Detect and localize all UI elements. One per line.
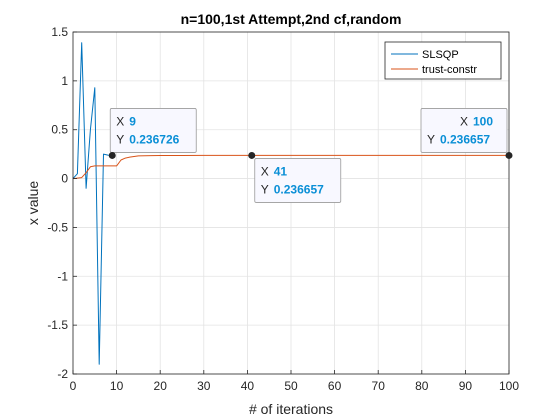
- x-tick-label: 60: [328, 379, 342, 393]
- y-tick-label: 0.5: [51, 123, 68, 137]
- x-axis-label: # of iterations: [249, 401, 333, 417]
- x-tick-label: 90: [459, 379, 473, 393]
- series-line-slsqp: [72, 42, 113, 365]
- legend-label-trust-constr: trust-constr: [422, 64, 477, 76]
- x-tick-label: 20: [154, 379, 168, 393]
- x-tick-label: 100: [499, 379, 519, 393]
- y-tick-label: -1.5: [47, 318, 68, 332]
- datatip[interactable]: X 41 Y 0.236657: [248, 151, 342, 203]
- y-tick-label: -1: [57, 269, 68, 283]
- datatip-y-value: 0.236726: [129, 132, 179, 146]
- datatip-y-value: 0.236657: [274, 182, 324, 196]
- datatip-y-value: 0.236657: [440, 132, 490, 146]
- legend-box: [384, 41, 502, 80]
- y-tick-label: -2: [57, 367, 68, 381]
- datatip-marker[interactable]: [505, 151, 513, 159]
- x-tick-label: 30: [197, 379, 211, 393]
- y-tick-label: 1.5: [51, 25, 68, 39]
- x-tick-label: 40: [241, 379, 255, 393]
- datatip-x-value: 41: [274, 164, 288, 178]
- datatip-x-label: X: [116, 114, 124, 128]
- x-tick-label: 80: [415, 379, 429, 393]
- chart-title: n=100,1st Attempt,2nd cf,random: [181, 11, 402, 27]
- datatip-y-label: Y: [261, 182, 269, 196]
- y-tick-label: 1: [61, 74, 68, 88]
- y-axis-label: x value: [25, 181, 41, 226]
- legend[interactable]: SLSQP trust-constr: [384, 41, 502, 80]
- datatip-marker[interactable]: [108, 151, 116, 159]
- x-tick-label: 0: [70, 379, 77, 393]
- datatip-x-value: 9: [129, 114, 136, 128]
- datatip-y-label: Y: [116, 132, 124, 146]
- x-tick-label: 10: [110, 379, 124, 393]
- y-tick-label: 0: [61, 172, 68, 186]
- datatip-x-value: 100: [473, 114, 493, 128]
- datatip[interactable]: X 9Y 0.236726: [108, 108, 197, 159]
- datatip-marker[interactable]: [248, 151, 256, 159]
- series-layer: [72, 42, 509, 365]
- datatip[interactable]: X 100 Y 0.236657: [420, 108, 513, 159]
- legend-label-slsqp: SLSQP: [422, 49, 459, 61]
- axis-ticks: 0 10 20 30 40 50 60 70 80 90 100 -2 -1.5 -1 -0.5 0 0.5 1 1…: [47, 25, 519, 393]
- datatip-box: [254, 158, 342, 203]
- datatip-x-label: X: [261, 164, 269, 178]
- datatip-y-label: Y: [427, 132, 435, 146]
- datatip-box: [420, 108, 508, 153]
- x-tick-label: 50: [284, 379, 298, 393]
- x-tick-label: 70: [372, 379, 386, 393]
- y-tick-label: -0.5: [47, 220, 68, 234]
- datatip-box: [109, 108, 197, 153]
- series-line-trust-constr: [72, 154, 509, 180]
- datatip-x-label: X: [460, 114, 468, 128]
